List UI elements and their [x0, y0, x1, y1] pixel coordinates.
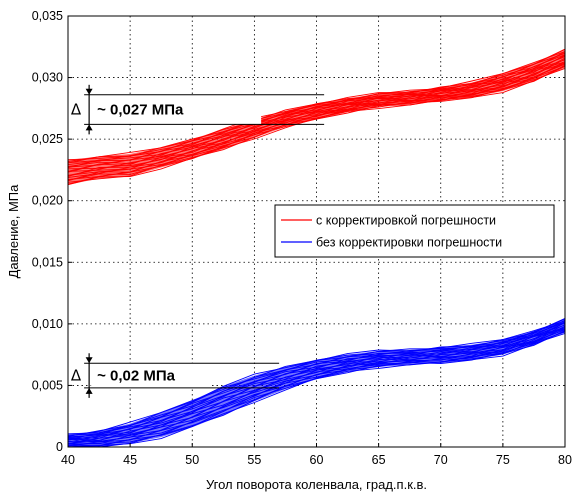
- y-tick-label: 0,020: [32, 194, 63, 208]
- x-tick-label: 60: [310, 453, 324, 467]
- delta-symbol: Δ: [71, 367, 82, 385]
- x-tick-label: 40: [61, 453, 75, 467]
- legend-label-1: с корректировкой погрешности: [316, 214, 496, 228]
- x-tick-label: 65: [372, 453, 386, 467]
- series-trace: [67, 58, 566, 176]
- grid: [68, 16, 565, 447]
- y-tick-label: 0,030: [32, 71, 63, 85]
- series-trace: [67, 51, 566, 161]
- series-trace: [67, 61, 566, 182]
- y-axis-label: Давление, МПа: [6, 184, 21, 279]
- legend-label-2: без корректировки погрешности: [316, 236, 502, 250]
- series-trace: [67, 48, 566, 162]
- annotation-arrow-down: [85, 88, 93, 95]
- series-trace: [67, 62, 566, 176]
- series-trace: [67, 51, 566, 169]
- annotation-background: [91, 94, 262, 125]
- legend: с корректировкой погрешности без корректи…: [274, 204, 555, 258]
- annotation-arrow-up: [85, 124, 93, 131]
- annotation-background: [91, 363, 212, 388]
- annotation-text: ~ 0,027 МПа: [97, 102, 184, 119]
- y-tick-label: 0: [56, 440, 63, 454]
- series-trace: [67, 321, 566, 436]
- series-trace: [67, 326, 566, 447]
- delta-symbol: Δ: [71, 101, 82, 119]
- x-tick-label: 75: [496, 453, 510, 467]
- data-bands: [67, 48, 566, 448]
- series-1-band: [67, 48, 566, 186]
- series-trace: [67, 63, 566, 181]
- y-tick-label: 0,025: [32, 132, 63, 146]
- y-tick-label: 0,010: [32, 317, 63, 331]
- legend-box: [274, 204, 555, 258]
- series-trace: [67, 54, 566, 167]
- tick-labels: 40 45 50 55 60 65 70 75 80 0 0,005 0,010 0,015 0,020 0…: [32, 9, 572, 467]
- series-trace: [67, 325, 566, 445]
- delta-annotation-2: Δ ~ 0,02 МПа: [71, 353, 280, 398]
- axes: [67, 15, 566, 448]
- x-tick-label: 50: [185, 453, 199, 467]
- series-trace: [67, 55, 566, 172]
- x-tick-label: 45: [123, 453, 137, 467]
- series-trace: [67, 318, 566, 437]
- annotation-arrow-down: [85, 357, 93, 364]
- annotations: Δ ~ 0,027 МПа Δ ~ 0,02 МПа: [71, 84, 325, 398]
- series-trace: [67, 322, 566, 441]
- annotation-arrow-up: [85, 387, 93, 394]
- series-2-band: [67, 317, 566, 448]
- delta-annotation-1: Δ ~ 0,027 МПа: [71, 84, 325, 135]
- x-tick-label: 80: [558, 453, 572, 467]
- series-trace: [67, 328, 566, 443]
- series-trace: [67, 61, 566, 172]
- y-tick-label: 0,015: [32, 255, 63, 269]
- x-tick-label: 70: [434, 453, 448, 467]
- y-tick-label: 0,005: [32, 378, 63, 392]
- series-trace: [67, 330, 566, 448]
- x-tick-label: 55: [247, 453, 261, 467]
- y-tick-label: 0,035: [32, 9, 63, 23]
- x-axis-label: Угол поворота коленвала, град.п.к.в.: [206, 477, 427, 492]
- annotation-text: ~ 0,02 МПа: [97, 368, 176, 385]
